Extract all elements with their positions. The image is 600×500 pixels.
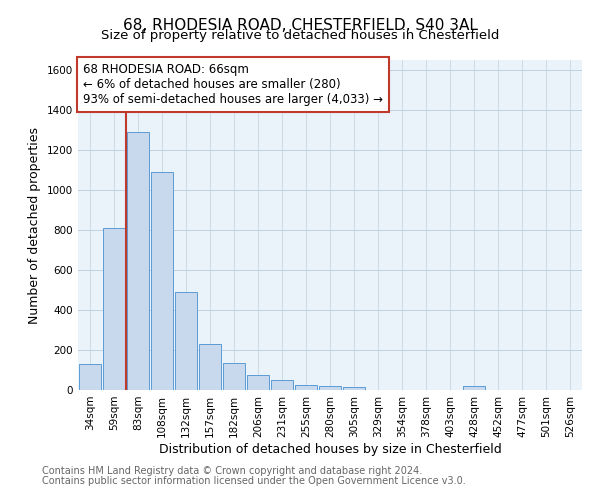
Bar — [103, 228, 125, 390]
Text: Size of property relative to detached houses in Chesterfield: Size of property relative to detached ho… — [101, 29, 499, 42]
Bar — [223, 363, 245, 390]
Text: Contains public sector information licensed under the Open Government Licence v3: Contains public sector information licen… — [42, 476, 466, 486]
Bar — [175, 292, 197, 390]
Bar — [295, 385, 317, 390]
Bar — [199, 344, 221, 390]
X-axis label: Distribution of detached houses by size in Chesterfield: Distribution of detached houses by size … — [158, 442, 502, 456]
Bar — [127, 132, 149, 390]
Bar — [151, 172, 173, 390]
Bar — [319, 386, 341, 390]
Bar — [463, 386, 485, 390]
Text: 68, RHODESIA ROAD, CHESTERFIELD, S40 3AL: 68, RHODESIA ROAD, CHESTERFIELD, S40 3AL — [122, 18, 478, 32]
Bar — [79, 364, 101, 390]
Text: 68 RHODESIA ROAD: 66sqm
← 6% of detached houses are smaller (280)
93% of semi-de: 68 RHODESIA ROAD: 66sqm ← 6% of detached… — [83, 64, 383, 106]
Bar — [271, 380, 293, 390]
Bar — [247, 375, 269, 390]
Y-axis label: Number of detached properties: Number of detached properties — [28, 126, 41, 324]
Text: Contains HM Land Registry data © Crown copyright and database right 2024.: Contains HM Land Registry data © Crown c… — [42, 466, 422, 476]
Bar — [343, 387, 365, 390]
